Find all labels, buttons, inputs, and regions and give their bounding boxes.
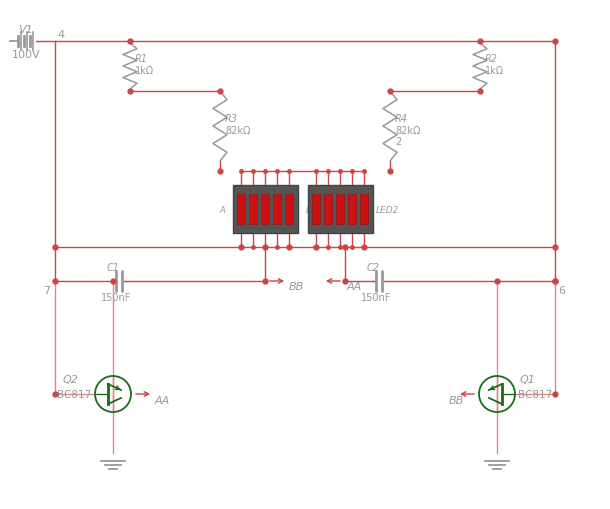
- Bar: [360, 194, 368, 224]
- Text: LED1: LED1: [306, 206, 329, 215]
- Text: 1kΩ: 1kΩ: [135, 66, 154, 76]
- Bar: [336, 194, 344, 224]
- Bar: [312, 194, 320, 224]
- Text: BC817: BC817: [518, 389, 552, 399]
- Text: C1: C1: [107, 263, 120, 272]
- Text: 150nF: 150nF: [361, 293, 392, 302]
- Bar: [324, 194, 332, 224]
- Bar: [285, 194, 293, 224]
- Text: V1: V1: [18, 25, 33, 35]
- Text: 7: 7: [43, 286, 50, 295]
- Text: 82kΩ: 82kΩ: [225, 126, 250, 136]
- Bar: [233, 186, 298, 234]
- Text: 2: 2: [395, 137, 401, 147]
- Bar: [261, 194, 269, 224]
- Text: A: A: [219, 206, 224, 215]
- Bar: [237, 194, 245, 224]
- Text: BC817: BC817: [57, 389, 92, 399]
- Text: BB: BB: [449, 395, 464, 405]
- Text: 4: 4: [57, 30, 64, 40]
- Text: 100V: 100V: [12, 50, 41, 60]
- Bar: [273, 194, 281, 224]
- Text: R2: R2: [485, 54, 498, 64]
- Text: AA: AA: [155, 395, 170, 405]
- Text: 6: 6: [558, 286, 565, 295]
- Text: LED2: LED2: [376, 206, 400, 215]
- Text: AA: AA: [347, 281, 362, 292]
- Text: Q1: Q1: [520, 374, 536, 384]
- Text: R4: R4: [395, 114, 408, 124]
- Bar: [249, 194, 257, 224]
- Text: 150nF: 150nF: [101, 293, 131, 302]
- Text: 82kΩ: 82kΩ: [395, 126, 420, 136]
- Text: BB: BB: [289, 281, 304, 292]
- Text: 1kΩ: 1kΩ: [485, 66, 504, 76]
- Text: C2: C2: [367, 263, 380, 272]
- Text: R1: R1: [135, 54, 148, 64]
- Bar: [348, 194, 356, 224]
- Bar: [308, 186, 373, 234]
- Text: Q2: Q2: [63, 374, 79, 384]
- Text: R3: R3: [225, 114, 238, 124]
